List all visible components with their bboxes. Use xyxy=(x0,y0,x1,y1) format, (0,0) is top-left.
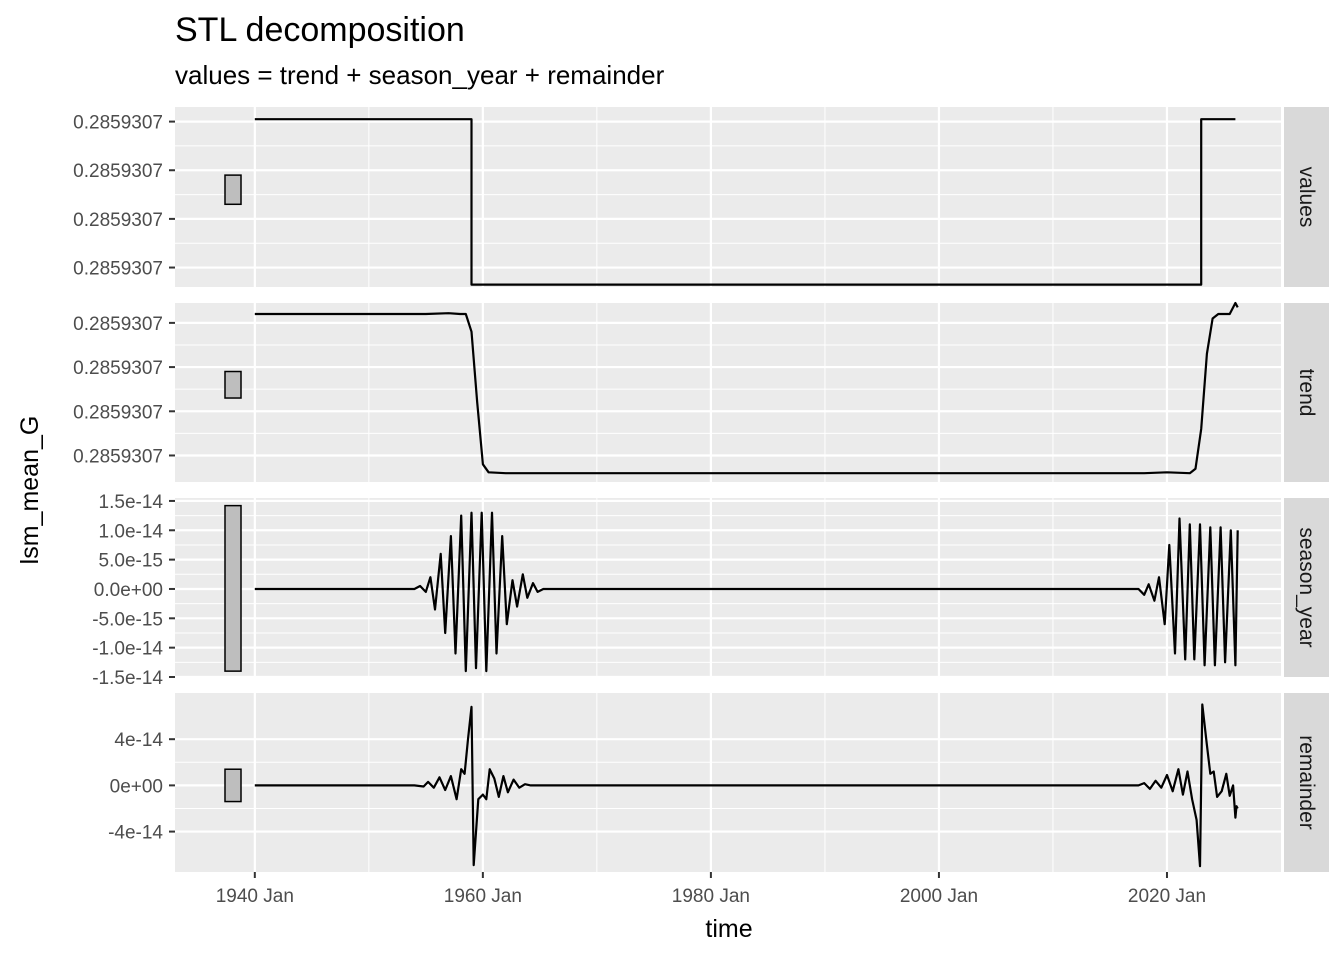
x-tick-label: 2000 Jan xyxy=(900,886,978,907)
y-tick-label: 0.2859307 xyxy=(73,446,163,467)
facet-strip-label: trend xyxy=(1295,369,1318,417)
facet-strip-label: season_year xyxy=(1295,527,1318,647)
y-tick-label: -5.0e-15 xyxy=(92,609,163,630)
y-tick-label: 0.2859307 xyxy=(73,113,163,134)
y-tick-label: 0.2859307 xyxy=(73,210,163,231)
y-tick-label: 5.0e-15 xyxy=(99,551,163,572)
x-axis-title: time xyxy=(705,915,752,943)
range-bar xyxy=(224,768,242,803)
panel-values: 0.2859307 0.2859307 0.2859307 0.2859307 valu… xyxy=(73,107,1329,287)
facet-strip xyxy=(1284,303,1329,482)
y-tick-label: 0.0e+00 xyxy=(94,580,163,601)
x-tick-label: 2020 Jan xyxy=(1128,886,1206,907)
range-bar xyxy=(224,174,242,206)
x-tick-label: 1940 Jan xyxy=(216,886,294,907)
y-tick-label: 4e-14 xyxy=(114,730,163,751)
y-tick-label: 0.2859307 xyxy=(73,402,163,423)
y-axis-title: lsm_mean_G xyxy=(16,416,44,565)
series-line-season_year xyxy=(254,511,1239,673)
y-tick-label: -1.0e-14 xyxy=(92,639,163,660)
x-axis: 1940 Jan 1960 Jan 1980 Jan 2000 Jan 2020 Jan xyxy=(216,872,1206,907)
chart-title: STL decomposition xyxy=(175,11,465,49)
y-tick-label: 1.0e-14 xyxy=(99,521,164,542)
x-tick-label: 1960 Jan xyxy=(444,886,522,907)
panel-remainder: 4e-14 0e+00 -4e-14 remainder xyxy=(108,693,1329,872)
chart-subtitle: values = trend + season_year + remainder xyxy=(175,60,665,90)
y-tick-label: -1.5e-14 xyxy=(92,668,163,689)
series-line-remainder xyxy=(254,703,1239,868)
y-tick-label: 0.2859307 xyxy=(73,314,163,335)
facet-strip xyxy=(1284,498,1329,677)
y-tick-label: 0e+00 xyxy=(110,776,163,797)
panel-background xyxy=(175,107,1281,287)
y-tick-label: 0.2859307 xyxy=(73,259,163,280)
panel-season_year: 1.5e-14 1.0e-14 5.0e-15 0.0e+00 -5.0e-15 -1.0… xyxy=(92,492,1329,689)
facet-strip-label: values xyxy=(1295,167,1318,228)
range-bar xyxy=(224,370,242,399)
y-tick-label: 1.5e-14 xyxy=(99,492,164,513)
facet-strip xyxy=(1284,693,1329,872)
panel-background xyxy=(175,303,1281,482)
range-bar xyxy=(224,504,242,672)
x-tick-label: 1980 Jan xyxy=(672,886,750,907)
y-tick-label: 0.2859307 xyxy=(73,161,163,182)
panel-trend: 0.2859307 0.2859307 0.2859307 0.2859307 tren… xyxy=(73,301,1329,482)
facet-panels: 0.2859307 0.2859307 0.2859307 0.2859307 valu… xyxy=(73,107,1329,872)
y-tick-label: 0.2859307 xyxy=(73,358,163,379)
series-line-trend xyxy=(254,301,1239,475)
panel-background xyxy=(175,498,1281,677)
facet-strip-label: remainder xyxy=(1295,735,1318,830)
series-line-values xyxy=(254,118,1236,286)
y-tick-label: -4e-14 xyxy=(108,823,163,844)
panel-background xyxy=(175,693,1281,872)
facet-strip xyxy=(1284,107,1329,287)
